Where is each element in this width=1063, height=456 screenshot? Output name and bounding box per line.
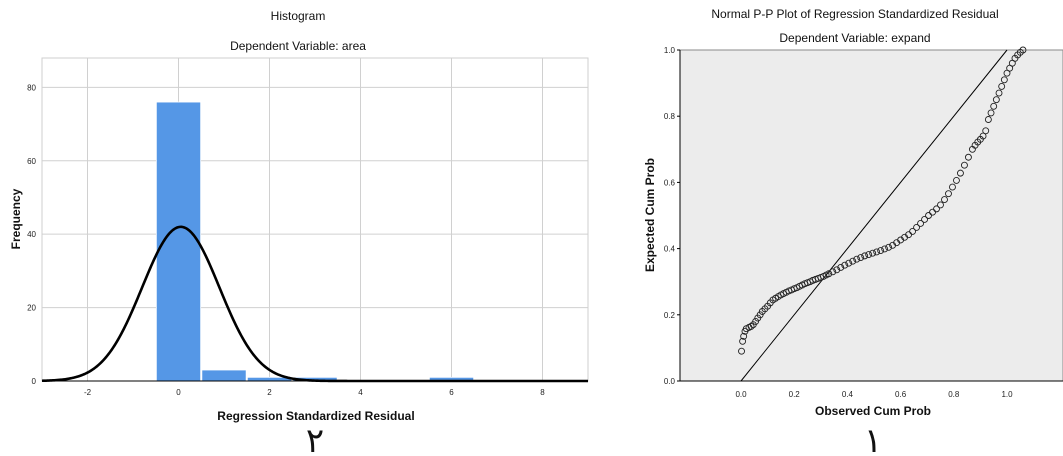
histogram-y-tick-label: 40	[27, 230, 36, 239]
pp-point	[1019, 46, 1027, 54]
pp-y-tick-label: 0.8	[664, 112, 676, 121]
pp-point	[995, 89, 1003, 97]
pp-x-axis-label: Observed Cum Prob	[815, 404, 931, 418]
pp-point	[964, 153, 972, 161]
pp-point	[941, 196, 948, 204]
pp-x-tick-label: 0.2	[789, 390, 801, 399]
pp-y-tick-label: 1.0	[664, 46, 676, 55]
histogram-subtitle: Dependent Variable: area	[230, 39, 366, 53]
pp-point	[861, 252, 869, 260]
pp-point	[825, 270, 833, 278]
pp-y-tick-label: 0.0	[664, 377, 676, 386]
pp-point	[909, 227, 917, 235]
pp-x-tick-label: 0.6	[895, 390, 907, 399]
pp-point	[841, 261, 849, 269]
pp-point	[953, 176, 960, 184]
histogram-footer-number: ٢	[306, 421, 324, 456]
pp-x-tick-label: 0.4	[842, 390, 854, 399]
pp-point	[740, 332, 748, 340]
pp-point	[937, 201, 944, 209]
pp-point	[865, 251, 873, 259]
pp-point	[982, 127, 990, 135]
pp-point	[925, 212, 932, 219]
pp-point	[921, 216, 928, 223]
pp-y-ticks: 0.0 0.2 0.4 0.6 0.8 1.0	[664, 46, 680, 386]
histogram-x-tick-label: 0	[176, 388, 181, 397]
pp-point	[738, 347, 745, 355]
histogram-title: Histogram	[271, 9, 326, 23]
pp-point	[945, 190, 952, 198]
pp-subtitle: Dependent Variable: expand	[779, 31, 930, 45]
pp-point	[829, 268, 837, 276]
pp-point	[905, 231, 913, 239]
pp-point	[998, 82, 1006, 90]
histogram-panel: Histogram Dependent Variable: area -2 0 2 4…	[9, 9, 589, 456]
pp-point	[933, 205, 940, 213]
histogram-x-tick-label: -2	[84, 388, 92, 397]
pp-point	[853, 255, 861, 263]
pp-point	[877, 247, 885, 255]
pp-points	[738, 46, 1027, 355]
pp-point	[873, 248, 881, 256]
pp-point	[913, 223, 921, 231]
pp-point	[949, 183, 956, 191]
pp-point	[849, 257, 857, 265]
histogram-y-tick-label: 60	[27, 157, 36, 166]
pp-point	[837, 264, 845, 271]
pp-point	[979, 132, 987, 140]
pp-point	[987, 109, 995, 117]
pp-footer-number: ١	[864, 421, 882, 456]
pp-point	[929, 208, 936, 216]
pp-point	[739, 337, 747, 345]
pp-point	[881, 245, 889, 253]
pp-x-ticks: 0.0 0.2 0.4 0.6 0.8 1.0	[735, 390, 1013, 399]
pp-point	[869, 249, 877, 257]
pp-x-tick-label: 0.8	[948, 390, 960, 399]
histogram-bars	[155, 101, 475, 382]
pp-point	[984, 116, 992, 123]
histogram-x-ticks: -2 0 2 4 6 8	[84, 388, 545, 397]
histogram-y-axis-label: Frequency	[9, 188, 23, 249]
pp-point	[747, 322, 755, 330]
pp-y-tick-label: 0.4	[664, 245, 676, 254]
histogram-y-tick-label: 20	[27, 304, 36, 313]
pp-point	[990, 102, 998, 110]
pp-plot-area	[679, 49, 1063, 382]
pp-plot-panel: Normal P-P Plot of Regression Standardiz…	[643, 7, 1063, 456]
histogram-x-axis-label: Regression Standardized Residual	[217, 409, 414, 423]
histogram-bar	[201, 369, 247, 382]
histogram-plot-area	[41, 57, 589, 382]
pp-point	[957, 169, 964, 177]
pp-point	[960, 161, 968, 169]
pp-y-axis-label: Expected Cum Prob	[643, 158, 657, 272]
pp-title: Normal P-P Plot of Regression Standardiz…	[711, 7, 998, 21]
pp-point	[833, 266, 841, 274]
pp-point	[1000, 76, 1008, 84]
histogram-y-tick-label: 80	[27, 83, 36, 92]
histogram-y-ticks: 0 20 40 60 80	[27, 83, 36, 386]
histogram-bar	[155, 101, 202, 382]
pp-point	[885, 243, 893, 251]
pp-point	[992, 96, 1000, 104]
histogram-x-tick-label: 6	[449, 388, 454, 397]
pp-y-tick-label: 0.2	[664, 311, 676, 320]
histogram-x-tick-label: 2	[267, 388, 272, 397]
pp-point	[857, 254, 865, 261]
pp-reference-line	[740, 49, 1008, 382]
pp-point	[845, 259, 853, 267]
histogram-x-tick-label: 8	[540, 388, 545, 397]
histogram-y-tick-label: 0	[32, 377, 37, 386]
pp-point	[917, 219, 924, 227]
pp-x-tick-label: 1.0	[1001, 390, 1013, 399]
histogram-x-tick-label: 4	[358, 388, 363, 397]
pp-x-tick-label: 0.0	[735, 390, 747, 399]
pp-y-tick-label: 0.6	[664, 178, 676, 187]
